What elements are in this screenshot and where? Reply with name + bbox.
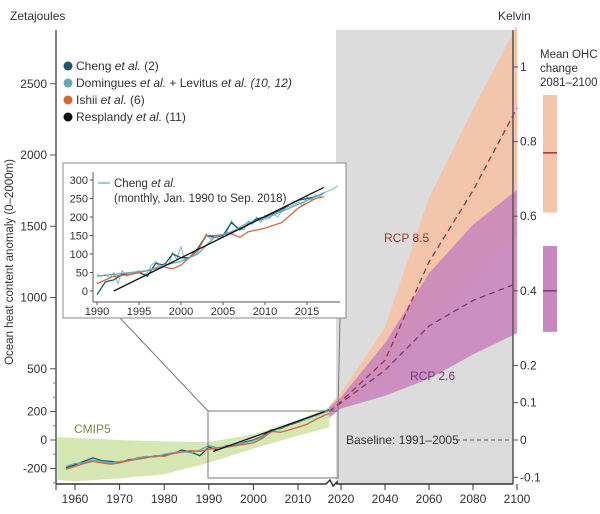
right-axis-unit: Kelvin	[498, 9, 531, 23]
y-tick-label-right: 0.8	[520, 135, 537, 149]
inset-series-resplandy	[113, 186, 325, 292]
x-tick-label: 1990	[195, 492, 222, 506]
inset-x-tick-label: 2005	[211, 306, 235, 318]
inset-x-tick-label: 1995	[127, 306, 151, 318]
inset-x-tick-label: 2000	[169, 306, 193, 318]
inset-y-tick-label: 50	[76, 268, 88, 280]
x-tick-label: 1970	[106, 492, 133, 506]
historical-series-layer	[65, 408, 330, 470]
inset-y-tick-label: 300	[70, 175, 88, 187]
y-tick-label-right: 0.2	[520, 358, 537, 372]
inset-y-tick-label: 100	[70, 249, 88, 261]
legend-marker	[63, 78, 73, 88]
x-tick-label: 2020	[328, 492, 355, 506]
legend-item-cheng: Cheng et al. (2)	[63, 59, 159, 73]
y-axis-label: Ocean heat content anomaly (0–2000m)	[4, 159, 16, 365]
x-tick-label: 2000	[240, 492, 267, 506]
y-tick-label-left: 1000	[20, 291, 47, 305]
inset-y-tick-label: 150	[70, 231, 88, 243]
y-tick-label-left: 2500	[20, 77, 47, 91]
mean-ohc-bars	[543, 94, 557, 332]
inset-chart: 0 50 100 150 200 250 300 1990 1995 2000 2005 2010 20…	[62, 162, 347, 319]
legend-marker	[63, 61, 73, 71]
inset-y-tick-label: 0	[82, 286, 88, 298]
projection-layer	[328, 25, 518, 419]
baseline-label: Baseline: 1991–2005	[346, 433, 459, 447]
inset-legend-label: Cheng et al.	[114, 178, 176, 190]
y-tick-label-right: 0	[520, 433, 527, 447]
x-tick-label: 1960	[62, 492, 89, 506]
y-tick-label-right: 0.1	[520, 396, 537, 410]
rcp85-ohc-range-bar	[543, 94, 557, 213]
legend: Cheng et al. (2) Domingues et al. + Levi…	[63, 59, 292, 124]
legend-item-ishii: Ishii et al. (6)	[63, 93, 145, 107]
y-tick-label-right: 1	[520, 60, 527, 74]
legend-item-domingues-levitus: Domingues et al. + Levitus et al. (10, 1…	[63, 76, 292, 90]
legend-marker	[63, 112, 73, 122]
y-tick-label-right: 0.6	[520, 209, 537, 223]
x-tick-label: 2040	[372, 492, 399, 506]
cmip5-label: CMIP5	[74, 422, 111, 436]
rcp26-ohc-range-bar	[543, 246, 557, 332]
rcp85-band	[329, 25, 517, 419]
x-axis	[56, 478, 513, 488]
rcp26-label: RCP 2.6	[410, 369, 455, 383]
inset-legend-note: (monthly, Jan. 1990 to Sep. 2018)	[114, 193, 287, 205]
y-tick-label-left: 1500	[20, 219, 47, 233]
legend-item-resplandy: Resplandy et al. (11)	[63, 110, 186, 124]
legend-label: Cheng et al. (2)	[76, 59, 159, 73]
rcp85-label: RCP 8.5	[384, 231, 429, 245]
mean-ohc-title: Mean OHC change 2081–2100	[540, 49, 600, 89]
cmip5-layer	[57, 407, 330, 482]
x-tick-label: 2080	[460, 492, 487, 506]
x-tick-label: 2010	[285, 492, 312, 506]
y-tick-label-left: 0	[40, 433, 47, 447]
x-tick-label: 2100	[504, 492, 531, 506]
inset-x-tick-label: 2015	[295, 306, 319, 318]
series-resplandy	[213, 410, 326, 453]
y-tick-label-right: 0.4	[520, 284, 537, 298]
y-tick-label-left: 500	[27, 362, 47, 376]
y-tick-label-left: -200	[23, 462, 47, 476]
callout-line-left	[119, 317, 209, 412]
inset-tick-layer: 0 50 100 150 200 250 300 1990 1995 2000 2005 2010 20…	[70, 175, 320, 318]
legend-label: Resplandy et al. (11)	[76, 110, 186, 124]
inset-y-tick-label: 200	[70, 212, 88, 224]
x-tick-label: 1980	[151, 492, 178, 506]
inset-x-tick-label: 2010	[253, 306, 277, 318]
series-ishii	[65, 412, 330, 470]
callout-line-right	[337, 317, 341, 412]
inset-series-layer	[96, 185, 339, 296]
legend-marker	[63, 95, 73, 105]
x-tick-label: 2060	[416, 492, 443, 506]
tick-layer: 25002000150010005002000-20010.80.60.40.2…	[20, 60, 541, 506]
legend-label: Ishii et al. (6)	[76, 93, 145, 107]
inset-x-tick-label: 1990	[85, 306, 109, 318]
inset-frame	[62, 162, 347, 319]
y-tick-label-left: 200	[27, 405, 47, 419]
rcp26-mean-line	[328, 282, 518, 413]
inset-y-tick-label: 250	[70, 194, 88, 206]
left-axis-unit: Zetajoules	[10, 9, 65, 23]
y-tick-label-left: 2000	[20, 148, 47, 162]
inset-series-domingues	[96, 192, 325, 277]
legend-label: Domingues et al. + Levitus et al. (10, 1…	[76, 76, 292, 90]
y-tick-label-right: -0.1	[520, 470, 541, 484]
rcp26-band	[329, 189, 517, 418]
inset-source-box	[207, 410, 339, 479]
rcp85-mean-line	[328, 107, 518, 412]
cmip5-band	[57, 407, 330, 482]
